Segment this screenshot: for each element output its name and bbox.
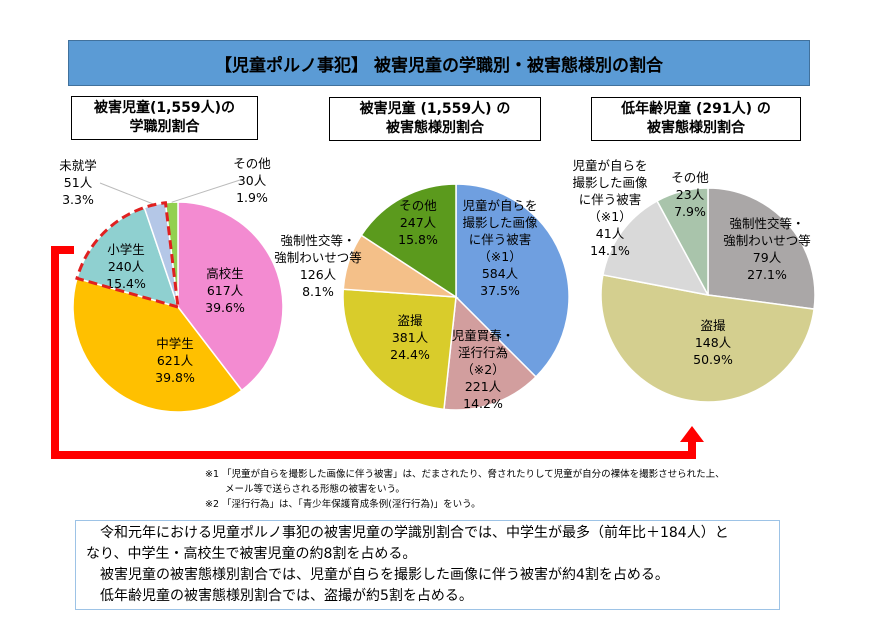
- chart2-slice-3: [342, 288, 457, 411]
- banner-title: 【児童ポルノ事犯】 被害児童の学職別・被害態様別の割合: [68, 40, 810, 86]
- chart1-slice-4-label: 51人: [64, 175, 93, 190]
- chart3-slice-2-label: 148人: [695, 335, 732, 350]
- chart2-slice-4-label: 8.1%: [302, 284, 334, 299]
- summary-line-3: 被害児童の被害態様別割合では、児童が自らを撮影した画像に伴う被害が約4割を占める…: [100, 567, 669, 583]
- chart3-slice-1: [707, 187, 816, 310]
- chart3-slice-3-label: 14.1%: [590, 243, 630, 258]
- chart2-slice-2-label: 淫行行為: [458, 345, 508, 360]
- chart3-slice-1-label: 79人: [753, 250, 782, 265]
- red-arrow-head: [680, 426, 704, 442]
- chart1-slice-3-label: 240人: [108, 259, 145, 274]
- chart2-slice-3-label: 盗撮: [397, 313, 423, 328]
- chart3-slice-1-label: 強制わいせつ等: [723, 233, 811, 248]
- chart3-slice-1-label: 27.1%: [747, 267, 787, 282]
- chart3-slice-3-label: 撮影した画像: [572, 175, 648, 190]
- footnote-1: ※1 「児童が自らを撮影した画像に伴う被害」は、だまされたり、脅されたりして児童…: [205, 469, 725, 480]
- chart2-slice-5-label: 15.8%: [398, 232, 438, 247]
- chart2-slice-4-label: 強制性交等・: [280, 233, 355, 248]
- chart1-slice-5-label: その他: [233, 156, 271, 171]
- chart3-slice-4: [656, 187, 709, 296]
- chart1-slice-2-label: 621人: [157, 353, 194, 368]
- chart2-title: 被害児童 (1,559人) の 被害態様別割合: [329, 97, 541, 141]
- chart1-slice-2-label: 中学生: [156, 336, 194, 351]
- chart2-slice-5-label: 247人: [400, 215, 437, 230]
- chart3-slice-1-label: 強制性交等・: [729, 216, 804, 231]
- chart2-slice-2-label: 児童買春・: [452, 328, 515, 343]
- chart2-title-line1: 被害児童 (1,559人) の: [359, 101, 511, 117]
- chart3-slice-3-label: （※1）: [588, 209, 631, 224]
- summary-box: 令和元年における児童ポルノ事犯の被害児童の学識別割合では、中学生が最多（前年比＋…: [75, 520, 780, 610]
- chart2-slice-3-label: 24.4%: [390, 347, 430, 362]
- chart2-slice-2: [443, 295, 537, 411]
- chart1-slice-1-label: 617人: [207, 283, 244, 298]
- chart3-title-line1: 低年齢児童 (291人) の: [621, 101, 771, 117]
- summary-line-4: 低年齢児童の被害態様別割合では、盗撮が約5割を占める。: [100, 588, 473, 604]
- chart2-slice-2-label: （※2）: [461, 362, 504, 377]
- chart2-slice-5: [360, 183, 457, 299]
- summary-line-1: 令和元年における児童ポルノ事犯の被害児童の学識別割合では、中学生が最多（前年比＋…: [100, 525, 729, 541]
- chart1-slice-3-label: 15.4%: [106, 276, 146, 291]
- chart3-slice-2-label: 50.9%: [693, 352, 733, 367]
- chart1-slice-4-label: 3.3%: [62, 192, 94, 207]
- chart3-slice-2: [600, 274, 815, 403]
- chart2-slice-2-label: 14.2%: [463, 396, 503, 411]
- footnote-2: ※2 「淫行行為」は、「青少年保護育成条例(淫行行為)」をいう。: [205, 499, 481, 510]
- chart1-slice-4-label: 未就学: [59, 158, 97, 173]
- chart2-slice-3-label: 381人: [392, 330, 429, 345]
- chart2-title-line2: 被害態様別割合: [386, 120, 484, 136]
- chart2-slice-4-label: 126人: [300, 267, 337, 282]
- chart1-slice-2-label: 39.8%: [155, 370, 195, 385]
- chart1-slice-3-label: 小学生: [107, 242, 145, 257]
- red-arrow-line: [51, 246, 696, 459]
- chart1-title-line1: 被害児童(1,559人)の: [93, 100, 236, 116]
- chart3-slice-4-label: その他: [671, 170, 709, 185]
- chart1-slice-1-label: 高校生: [206, 266, 244, 281]
- chart3-slice-4-label: 23人: [676, 187, 705, 202]
- chart2-slice-4-label: 強制わいせつ等: [274, 250, 362, 265]
- footnote-1-cont: メール等で送らされる形態の被害をいう。: [225, 484, 405, 495]
- chart2-slice-1-label: 37.5%: [480, 283, 520, 298]
- chart3-slice-3: [602, 199, 710, 297]
- chart2-slice-1: [455, 183, 570, 378]
- chart3-slice-3-label: 児童が自らを: [572, 158, 647, 173]
- chart3-slice-3-label: 41人: [596, 226, 625, 241]
- chart1-title: 被害児童(1,559人)の 学職別割合: [71, 96, 258, 140]
- leader-line-preschool: [99, 182, 155, 206]
- chart3-slice-2-label: 盗撮: [700, 318, 726, 333]
- chart1-slice-1-label: 39.6%: [205, 300, 245, 315]
- footnotes: ※1 「児童が自らを撮影した画像に伴う被害」は、だまされたり、脅されたりして児童…: [205, 467, 725, 512]
- chart3-title: 低年齢児童 (291人) の 被害態様別割合: [591, 97, 801, 141]
- chart3-slice-3-label: に伴う被害: [579, 192, 642, 207]
- chart2-slice-5-label: その他: [399, 198, 437, 213]
- chart2-slice-1-label: 児童が自らを: [462, 198, 537, 213]
- chart2-slice-1-label: に伴う被害: [469, 232, 532, 247]
- chart2-slice-1-label: 撮影した画像: [462, 215, 538, 230]
- summary-line-2: なり、中学生・高校生で被害児童の約8割を占める。: [86, 546, 417, 562]
- chart1-slice-2: [72, 277, 243, 413]
- chart1-slice-1: [177, 201, 284, 392]
- chart2-slice-1-label: （※1）: [478, 249, 521, 264]
- chart3-title-line2: 被害態様別割合: [647, 120, 745, 136]
- chart2-slice-1-label: 584人: [482, 266, 519, 281]
- chart1-slice-5-label: 30人: [238, 173, 267, 188]
- chart3-slice-4-label: 7.9%: [674, 204, 706, 219]
- chart1-title-line2: 学職別割合: [129, 119, 200, 135]
- leader-line-other: [171, 179, 241, 203]
- highlight-dashed-outline: [75, 201, 180, 310]
- chart1-slice-5-label: 1.9%: [236, 190, 268, 205]
- chart2-slice-2-label: 221人: [465, 379, 502, 394]
